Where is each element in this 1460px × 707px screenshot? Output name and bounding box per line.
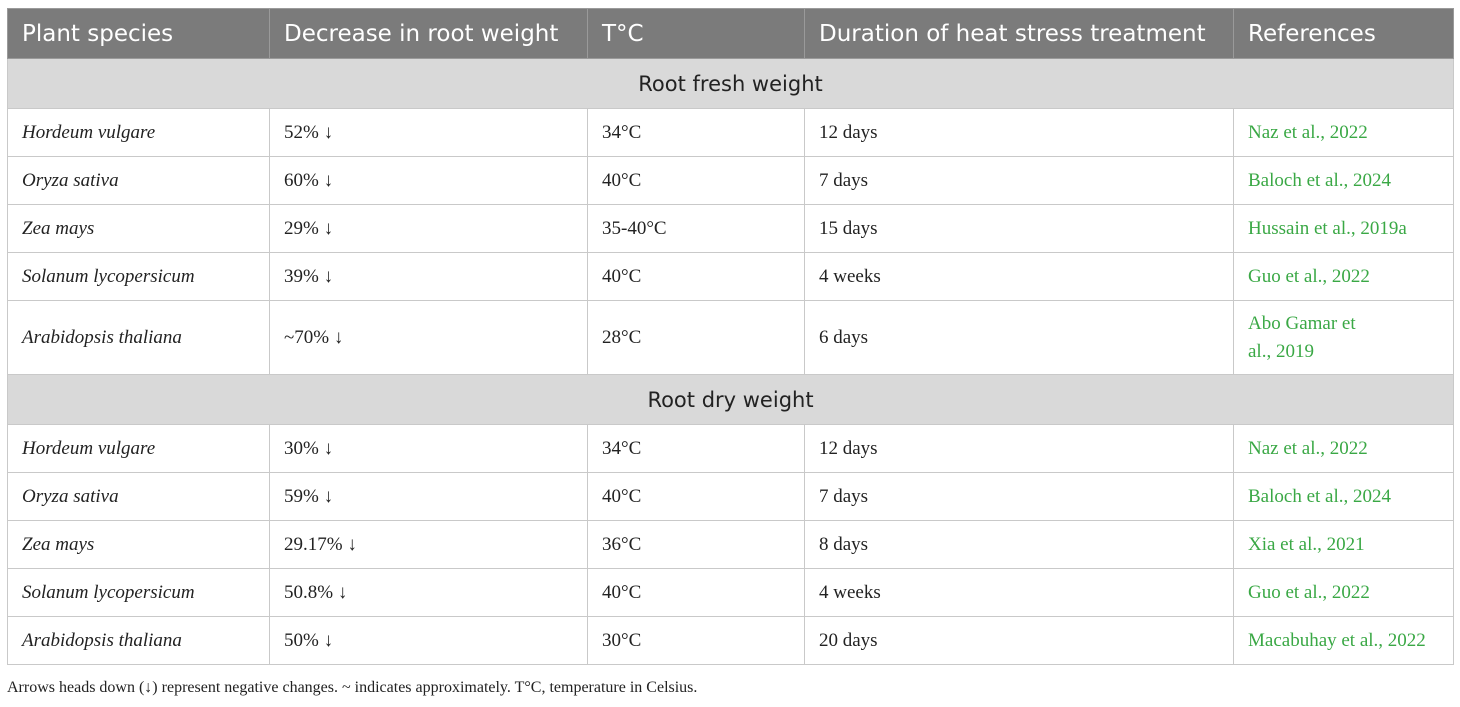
cell: 36°C — [587, 520, 805, 569]
data-row: Solanum lycopersicum 50.8% ↓ 40°C 4 weeks Gu… — [7, 568, 1454, 617]
cell: 40°C — [587, 252, 805, 301]
cell: Solanum lycopersicum — [7, 252, 270, 301]
cell: 15 days — [804, 204, 1234, 253]
cell: 12 days — [804, 108, 1234, 157]
data-row: Hordeum vulgare 52% ↓ 34°C 12 days Naz et al… — [7, 108, 1454, 157]
cell: 7 days — [804, 156, 1234, 205]
reference-link: Naz et al., 2022 — [1248, 121, 1368, 143]
reference-link: Naz et al., 2022 — [1248, 437, 1368, 459]
cell: Hussain et al., 2019a — [1233, 204, 1454, 253]
cell: 50.8% ↓ — [269, 568, 588, 617]
cell: Oryza sativa — [7, 472, 270, 521]
cell: 52% ↓ — [269, 108, 588, 157]
cell: 39% ↓ — [269, 252, 588, 301]
data-row: Hordeum vulgare 30% ↓ 34°C 12 days Naz et al… — [7, 424, 1454, 473]
cell: 30% ↓ — [269, 424, 588, 473]
data-row: Oryza sativa 59% ↓ 40°C 7 days Baloch et al.… — [7, 472, 1454, 521]
cell: Baloch et al., 2024 — [1233, 472, 1454, 521]
cell: 7 days — [804, 472, 1234, 521]
section-title: Root fresh weight — [7, 58, 1454, 109]
cell: 29.17% ↓ — [269, 520, 588, 569]
column-header: Decrease in root weight — [269, 8, 588, 59]
cell: 28°C — [587, 300, 805, 375]
cell: Naz et al., 2022 — [1233, 108, 1454, 157]
cell: Zea mays — [7, 520, 270, 569]
reference-link: Baloch et al., 2024 — [1248, 485, 1391, 507]
cell: 4 weeks — [804, 252, 1234, 301]
cell: 4 weeks — [804, 568, 1234, 617]
data-table: Plant species Decrease in root weight T°C D… — [7, 8, 1454, 665]
cell: 34°C — [587, 108, 805, 157]
cell: 8 days — [804, 520, 1234, 569]
column-header: References — [1233, 8, 1454, 59]
cell: Baloch et al., 2024 — [1233, 156, 1454, 205]
cell: Hordeum vulgare — [7, 424, 270, 473]
cell: Naz et al., 2022 — [1233, 424, 1454, 473]
section-title: Root dry weight — [7, 374, 1454, 425]
cell: 12 days — [804, 424, 1234, 473]
cell: Guo et al., 2022 — [1233, 252, 1454, 301]
cell: 59% ↓ — [269, 472, 588, 521]
cell: 50% ↓ — [269, 616, 588, 665]
cell: 20 days — [804, 616, 1234, 665]
data-row: Arabidopsis thaliana ~70% ↓ 28°C 6 days Abo … — [7, 300, 1454, 375]
cell: Arabidopsis thaliana — [7, 616, 270, 665]
reference-link: Guo et al., 2022 — [1248, 265, 1370, 287]
section-row: Root fresh weight — [7, 58, 1454, 109]
reference-link: Abo Gamar et al., 2019 — [1248, 312, 1356, 362]
data-row: Arabidopsis thaliana 50% ↓ 30°C 20 days Maca… — [7, 616, 1454, 665]
cell: 40°C — [587, 472, 805, 521]
cell: 40°C — [587, 568, 805, 617]
cell: Macabuhay et al., 2022 — [1233, 616, 1454, 665]
cell: Hordeum vulgare — [7, 108, 270, 157]
reference-link: Macabuhay et al., 2022 — [1248, 629, 1426, 651]
reference-link: Baloch et al., 2024 — [1248, 169, 1391, 191]
cell: ~70% ↓ — [269, 300, 588, 375]
data-row: Zea mays 29% ↓ 35-40°C 15 days Hussain et al… — [7, 204, 1454, 253]
reference-link: Xia et al., 2021 — [1248, 533, 1365, 555]
column-header: Duration of heat stress treatment — [804, 8, 1234, 59]
cell: 35-40°C — [587, 204, 805, 253]
cell: Oryza sativa — [7, 156, 270, 205]
cell: Xia et al., 2021 — [1233, 520, 1454, 569]
footnote: Arrows heads down (↓) represent negative… — [7, 679, 698, 696]
cell: 6 days — [804, 300, 1234, 375]
header-row: Plant species Decrease in root weight T°C D… — [7, 8, 1454, 59]
data-row: Zea mays 29.17% ↓ 36°C 8 days Xia et al., 20… — [7, 520, 1454, 569]
data-row: Oryza sativa 60% ↓ 40°C 7 days Baloch et al.… — [7, 156, 1454, 205]
cell: 60% ↓ — [269, 156, 588, 205]
cell: Abo Gamar et al., 2019 — [1233, 300, 1454, 375]
data-row: Solanum lycopersicum 39% ↓ 40°C 4 weeks Guo … — [7, 252, 1454, 301]
cell: Zea mays — [7, 204, 270, 253]
reference-link: Hussain et al., 2019a — [1248, 217, 1407, 239]
reference-link: Guo et al., 2022 — [1248, 581, 1370, 603]
cell: Guo et al., 2022 — [1233, 568, 1454, 617]
column-header: Plant species — [7, 8, 270, 59]
cell: 29% ↓ — [269, 204, 588, 253]
section-row: Root dry weight — [7, 374, 1454, 425]
cell: 40°C — [587, 156, 805, 205]
cell: Arabidopsis thaliana — [7, 300, 270, 375]
cell: 30°C — [587, 616, 805, 665]
cell: Solanum lycopersicum — [7, 568, 270, 617]
column-header: T°C — [587, 8, 805, 59]
cell: 34°C — [587, 424, 805, 473]
